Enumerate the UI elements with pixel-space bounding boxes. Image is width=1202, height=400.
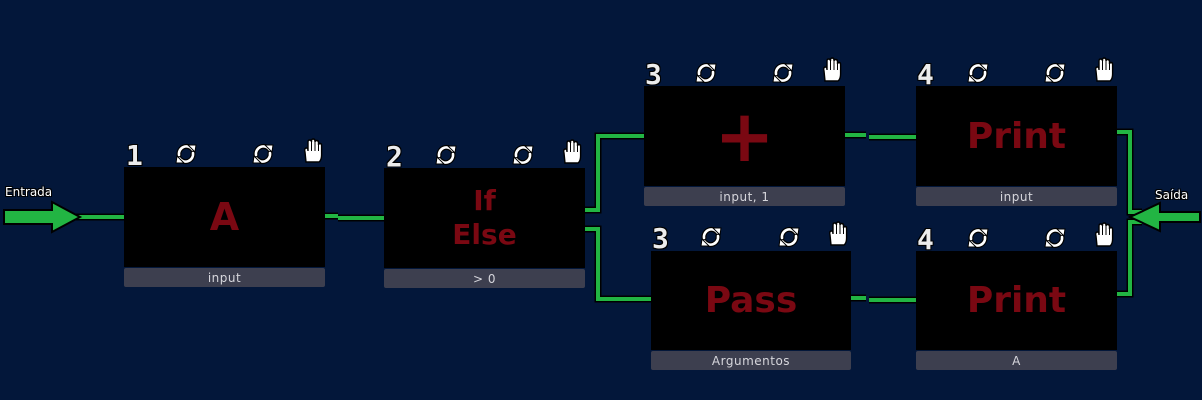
output-arrow <box>1127 201 1201 233</box>
block-title: Print <box>916 251 1117 350</box>
order-number: 3 <box>645 58 662 91</box>
order-number: 2 <box>386 140 403 173</box>
wire-ifelse-to-plus <box>585 134 644 212</box>
hand-icon[interactable] <box>818 57 844 83</box>
wire-ifelse-to-pass <box>585 227 651 301</box>
refresh-icon[interactable] <box>433 142 459 168</box>
refresh-icon[interactable] <box>1042 60 1068 86</box>
refresh-icon[interactable] <box>776 224 802 250</box>
block-caption: > 0 <box>384 269 585 288</box>
block-caption: input <box>916 187 1117 206</box>
hand-icon[interactable] <box>558 139 584 165</box>
block-title: + <box>644 86 845 186</box>
order-number: 4 <box>917 58 934 91</box>
refresh-icon[interactable] <box>510 142 536 168</box>
block-caption: Argumentos <box>651 351 851 370</box>
block-caption: input, 1 <box>644 187 845 206</box>
input-arrow <box>3 200 83 234</box>
block-title: A <box>124 167 325 267</box>
block-caption: input <box>124 268 325 287</box>
block-title: Pass <box>651 251 851 350</box>
hand-icon[interactable] <box>1090 222 1116 248</box>
refresh-icon[interactable] <box>965 60 991 86</box>
hand-icon[interactable] <box>824 221 850 247</box>
refresh-icon[interactable] <box>698 224 724 250</box>
refresh-icon[interactable] <box>693 60 719 86</box>
wire-print-to-output-bottom <box>1117 220 1142 296</box>
input-label: Entrada <box>5 185 53 199</box>
refresh-icon[interactable] <box>250 141 276 167</box>
hand-icon[interactable] <box>1090 57 1116 83</box>
wire-print-to-output-top <box>1117 130 1142 214</box>
block-caption: A <box>916 351 1117 370</box>
refresh-icon[interactable] <box>965 225 991 251</box>
order-number: 4 <box>917 223 934 256</box>
hand-icon[interactable] <box>299 138 325 164</box>
refresh-icon[interactable] <box>1042 225 1068 251</box>
output-label: Saída <box>1155 188 1189 202</box>
order-number: 1 <box>126 139 143 172</box>
order-number: 3 <box>652 222 669 255</box>
block-title: Print <box>916 86 1117 186</box>
refresh-icon[interactable] <box>173 141 199 167</box>
block-title: If Else <box>384 168 585 268</box>
refresh-icon[interactable] <box>770 60 796 86</box>
